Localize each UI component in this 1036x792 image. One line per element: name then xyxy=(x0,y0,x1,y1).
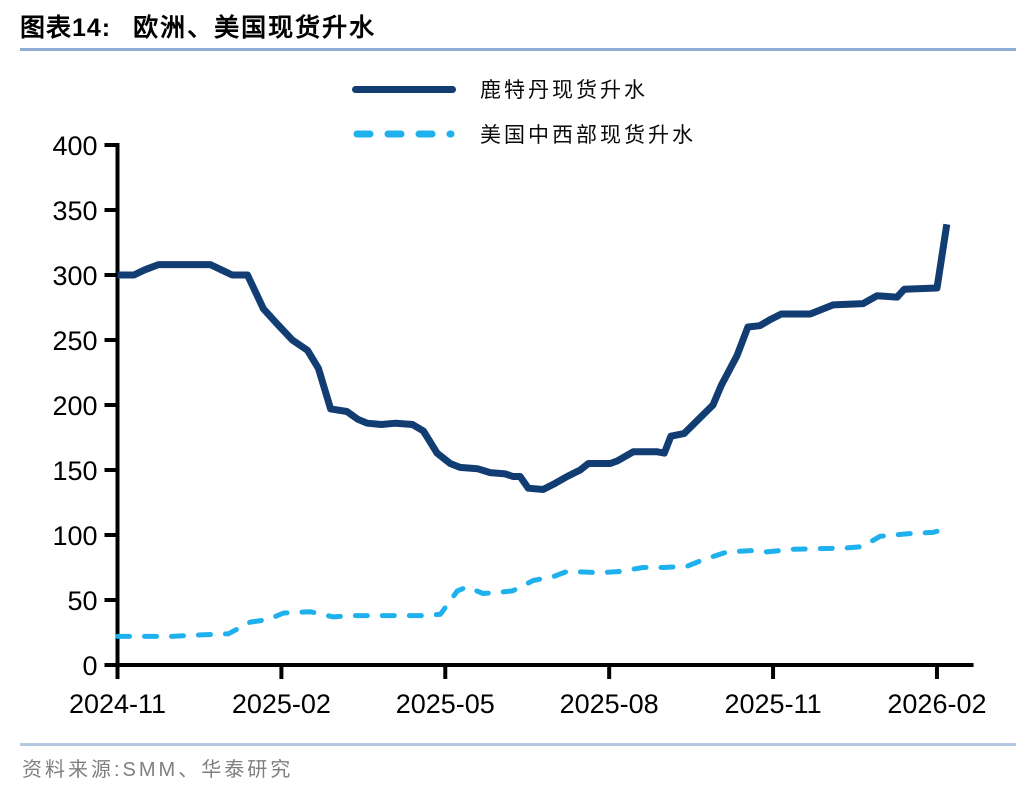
chart-canvas: 0 50 100 150 200 250 300 350 400 2024-11 2025-02 20… xyxy=(52,131,986,719)
y-tick-label: 200 xyxy=(52,391,97,421)
x-tick-label: 2025-05 xyxy=(396,689,495,719)
line-chart: 0 50 100 150 200 250 300 350 400 2024-11 2025-02 20… xyxy=(0,130,1036,743)
legend-item-us-midwest: 美国中西部现货升水 xyxy=(352,119,696,149)
chart-legend: 鹿特丹现货升水 美国中西部现货升水 xyxy=(352,74,696,149)
y-tick-label: 350 xyxy=(52,196,97,226)
legend-item-rotterdam: 鹿特丹现货升水 xyxy=(352,74,696,104)
y-tick-label: 400 xyxy=(52,131,97,161)
x-tick-label: 2025-02 xyxy=(232,689,331,719)
figure-number-label: 图表14: xyxy=(20,14,112,42)
figure-header: 图表14: 欧洲、美国现货升水 xyxy=(20,8,1016,51)
y-tick-label: 300 xyxy=(52,261,97,291)
y-tick-label: 100 xyxy=(52,521,97,551)
y-tick-label: 50 xyxy=(67,586,97,616)
x-tick-label: 2025-11 xyxy=(725,689,822,719)
series-line-rotterdam xyxy=(117,223,951,493)
y-tick-label: 150 xyxy=(52,456,97,486)
legend-solid-line-swatch xyxy=(352,85,456,93)
y-tick-label: 0 xyxy=(82,651,97,681)
y-tick-label: 250 xyxy=(52,326,97,356)
legend-label-rotterdam: 鹿特丹现货升水 xyxy=(480,79,648,102)
legend-dashed-line-swatch xyxy=(353,130,455,138)
legend-label-us-midwest: 美国中西部现货升水 xyxy=(480,124,696,147)
x-tick-label: 2026-02 xyxy=(887,689,986,719)
source-note: 资料来源:SMM、华泰研究 xyxy=(22,759,294,781)
x-tick-label: 2024-11 xyxy=(69,689,166,719)
figure-title: 欧洲、美国现货升水 xyxy=(133,14,377,42)
footer-divider xyxy=(20,743,1016,746)
series-line-us-midwest xyxy=(115,526,950,639)
x-tick-label: 2025-08 xyxy=(560,689,659,719)
